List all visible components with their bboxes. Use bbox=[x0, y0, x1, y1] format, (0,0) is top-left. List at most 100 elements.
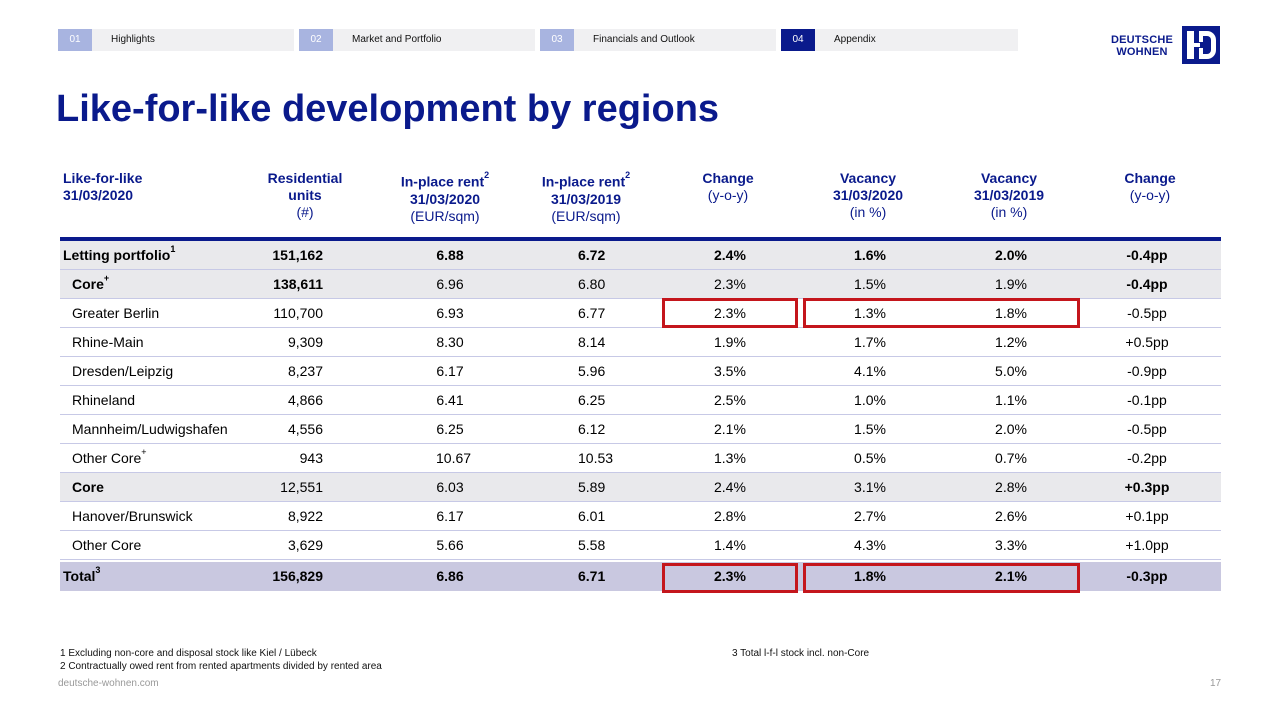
table-row: Core+ 138,611 6.96 6.80 2.3% 1.5% 1.9% -… bbox=[60, 270, 1221, 299]
header-vacancy-2020: Vacancy 31/03/2020 (in %) bbox=[832, 170, 904, 220]
units-cell: 110,700 bbox=[273, 305, 323, 321]
region-cell: Hanover/Brunswick bbox=[72, 508, 193, 524]
rent-change-cell: 2.1% bbox=[714, 421, 746, 437]
table-row: Hanover/Brunswick 8,922 6.17 6.01 2.8% 2… bbox=[60, 502, 1221, 531]
table-row: Greater Berlin 110,700 6.93 6.77 2.3% 1.… bbox=[60, 299, 1221, 328]
units-cell: 156,829 bbox=[272, 568, 323, 584]
vacancy-change-cell: +0.1pp bbox=[1125, 508, 1169, 524]
vacancy-change-cell: -0.4pp bbox=[1126, 247, 1168, 263]
header-rent-2019: In-place rent2 31/03/2019 (EUR/sqm) bbox=[541, 170, 631, 224]
header-region: Like-for-like 31/03/2020 bbox=[63, 170, 143, 203]
region-cell: Dresden/Leipzig bbox=[72, 363, 174, 379]
rent-2019-cell: 5.89 bbox=[578, 479, 606, 495]
region-cell: Core+ bbox=[72, 273, 110, 292]
highlight-box-berlin-vacancy bbox=[803, 298, 1080, 328]
nav-label: Appendix bbox=[834, 34, 876, 45]
rent-2019-cell: 6.80 bbox=[578, 276, 606, 292]
rent-change-cell: 2.5% bbox=[714, 392, 746, 408]
units-cell: 9,309 bbox=[287, 334, 323, 350]
rent-2019-cell: 6.12 bbox=[578, 421, 606, 437]
rent-change-cell: 2.4% bbox=[714, 479, 746, 495]
page-title: Like-for-like development by regions bbox=[56, 88, 720, 130]
rent-2019-cell: 5.96 bbox=[578, 363, 606, 379]
nav-label: Market and Portfolio bbox=[352, 34, 442, 45]
nav-tab-market-portfolio[interactable]: 02 Market and Portfolio bbox=[299, 29, 535, 51]
region-cell: Core bbox=[72, 479, 104, 495]
region-cell: Other Core+ bbox=[72, 447, 147, 466]
units-cell: 3,629 bbox=[287, 537, 323, 553]
rent-change-cell: 2.3% bbox=[714, 276, 746, 292]
rent-2020-cell: 6.41 bbox=[436, 392, 464, 408]
rent-2020-cell: 6.17 bbox=[436, 508, 464, 524]
rent-change-cell: 2.4% bbox=[714, 247, 746, 263]
region-cell: Letting portfolio1 bbox=[63, 244, 176, 263]
vacancy-2019-cell: 2.8% bbox=[995, 479, 1027, 495]
vacancy-2019-cell: 2.6% bbox=[995, 508, 1027, 524]
rent-2019-cell: 6.71 bbox=[578, 568, 606, 584]
table-row: Core 12,551 6.03 5.89 2.4% 3.1% 2.8% +0.… bbox=[60, 473, 1221, 502]
header-rent-2020: In-place rent2 31/03/2020 (EUR/sqm) bbox=[400, 170, 490, 224]
region-cell: Other Core bbox=[72, 537, 142, 553]
footnote-3: 3 Total l-f-l stock incl. non-Core bbox=[732, 648, 870, 659]
vacancy-2020-cell: 1.3% bbox=[854, 305, 886, 321]
rent-2019-cell: 8.14 bbox=[578, 334, 606, 350]
nav-label: Highlights bbox=[111, 34, 155, 45]
vacancy-2020-cell: 1.0% bbox=[854, 392, 886, 408]
table-row: Rhine-Main 9,309 8.30 8.14 1.9% 1.7% 1.2… bbox=[60, 328, 1221, 357]
rent-2019-cell: 6.72 bbox=[578, 247, 606, 263]
region-cell: Mannheim/Ludwigshafen bbox=[72, 421, 228, 437]
vacancy-2020-cell: 1.5% bbox=[854, 421, 886, 437]
rent-2020-cell: 5.66 bbox=[436, 537, 464, 553]
vacancy-2019-cell: 1.1% bbox=[995, 392, 1027, 408]
footer-url[interactable]: deutsche-wohnen.com bbox=[58, 678, 159, 689]
company-logo: DEUTSCHE WOHNEN bbox=[1110, 25, 1225, 67]
units-cell: 12,551 bbox=[280, 479, 323, 495]
vacancy-change-cell: -0.2pp bbox=[1127, 450, 1167, 466]
nav-tab-appendix[interactable]: 04 Appendix bbox=[781, 29, 1018, 51]
rent-2020-cell: 6.17 bbox=[436, 363, 464, 379]
vacancy-2020-cell: 1.8% bbox=[854, 568, 886, 584]
header-units: Residential units (#) bbox=[267, 170, 343, 220]
rent-2019-cell: 6.25 bbox=[578, 392, 606, 408]
units-cell: 138,611 bbox=[273, 276, 323, 292]
vacancy-2019-cell: 5.0% bbox=[995, 363, 1027, 379]
page-number: 17 bbox=[1210, 678, 1222, 689]
vacancy-change-cell: -0.1pp bbox=[1127, 392, 1167, 408]
region-cell: Rhine-Main bbox=[72, 334, 144, 350]
nav-number: 02 bbox=[299, 29, 333, 51]
region-cell: Total3 bbox=[63, 565, 101, 584]
rent-change-cell: 2.3% bbox=[714, 305, 746, 321]
logo-wordmark: DEUTSCHE WOHNEN bbox=[1110, 34, 1174, 58]
vacancy-2019-cell: 0.7% bbox=[995, 450, 1027, 466]
header-rent-change: Change (y-o-y) bbox=[702, 170, 754, 203]
rent-change-cell: 1.4% bbox=[714, 537, 746, 553]
vacancy-change-cell: -0.4pp bbox=[1126, 276, 1168, 292]
highlight-box-berlin-change bbox=[662, 298, 798, 328]
highlight-box-total-change bbox=[662, 563, 798, 593]
region-cell: Rhineland bbox=[72, 392, 136, 408]
vacancy-2020-cell: 1.7% bbox=[854, 334, 886, 350]
rent-2019-cell: 6.01 bbox=[578, 508, 606, 524]
units-cell: 4,866 bbox=[287, 392, 323, 408]
rent-2020-cell: 6.88 bbox=[436, 247, 464, 263]
rent-2020-cell: 10.67 bbox=[436, 450, 472, 466]
nav-tab-financials-outlook[interactable]: 03 Financials and Outlook bbox=[540, 29, 776, 51]
vacancy-change-cell: -0.3pp bbox=[1126, 568, 1168, 584]
vacancy-2020-cell: 2.7% bbox=[854, 508, 886, 524]
vacancy-change-cell: +1.0pp bbox=[1125, 537, 1169, 553]
rent-change-cell: 2.8% bbox=[714, 508, 746, 524]
nav-tab-highlights[interactable]: 01 Highlights bbox=[58, 29, 294, 51]
rent-2020-cell: 6.93 bbox=[436, 305, 464, 321]
header-vacancy-2019: Vacancy 31/03/2019 (in %) bbox=[973, 170, 1045, 220]
rent-2020-cell: 6.25 bbox=[436, 421, 464, 437]
vacancy-2019-cell: 2.0% bbox=[995, 421, 1027, 437]
table-row: Other Core 3,629 5.66 5.58 1.4% 4.3% 3.3… bbox=[60, 531, 1221, 560]
vacancy-2020-cell: 1.6% bbox=[854, 247, 886, 263]
table-row: Mannheim/Ludwigshafen 4,556 6.25 6.12 2.… bbox=[60, 415, 1221, 444]
vacancy-2020-cell: 1.5% bbox=[854, 276, 886, 292]
vacancy-2019-cell: 2.1% bbox=[995, 568, 1027, 584]
vacancy-2019-cell: 1.9% bbox=[995, 276, 1027, 292]
header-rule bbox=[60, 237, 1221, 241]
vacancy-2019-cell: 3.3% bbox=[995, 537, 1027, 553]
header-vacancy-change: Change (y-o-y) bbox=[1124, 170, 1176, 203]
